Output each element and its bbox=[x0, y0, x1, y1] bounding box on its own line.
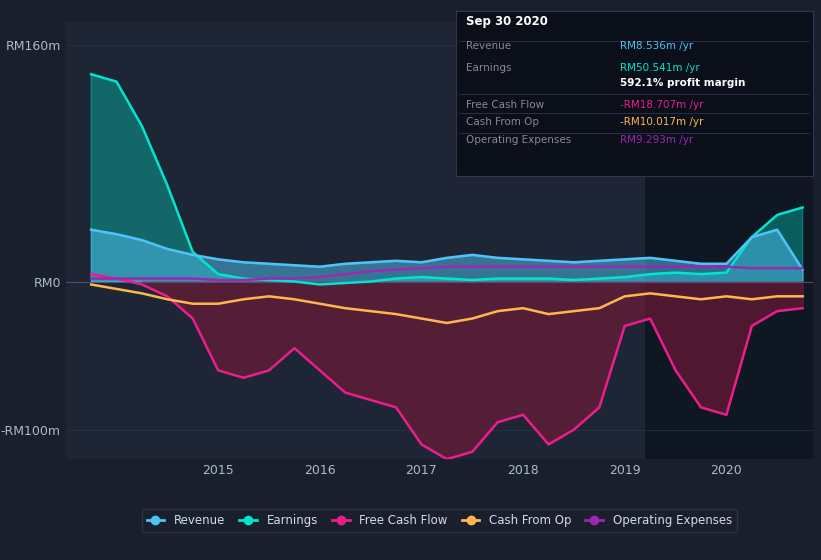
Bar bbox=[645, 22, 813, 459]
Text: -RM10.017m /yr: -RM10.017m /yr bbox=[620, 117, 704, 127]
Text: Sep 30 2020: Sep 30 2020 bbox=[466, 15, 548, 28]
Text: Revenue: Revenue bbox=[466, 41, 511, 51]
Text: -RM18.707m /yr: -RM18.707m /yr bbox=[620, 100, 704, 110]
Text: RM9.293m /yr: RM9.293m /yr bbox=[620, 135, 693, 145]
Text: Free Cash Flow: Free Cash Flow bbox=[466, 100, 544, 110]
Text: 592.1% profit margin: 592.1% profit margin bbox=[620, 78, 745, 88]
Legend: Revenue, Earnings, Free Cash Flow, Cash From Op, Operating Expenses: Revenue, Earnings, Free Cash Flow, Cash … bbox=[142, 510, 736, 532]
Text: Cash From Op: Cash From Op bbox=[466, 117, 539, 127]
Text: RM50.541m /yr: RM50.541m /yr bbox=[620, 63, 699, 73]
Text: RM8.536m /yr: RM8.536m /yr bbox=[620, 41, 693, 51]
Text: Earnings: Earnings bbox=[466, 63, 511, 73]
Text: Operating Expenses: Operating Expenses bbox=[466, 135, 571, 145]
